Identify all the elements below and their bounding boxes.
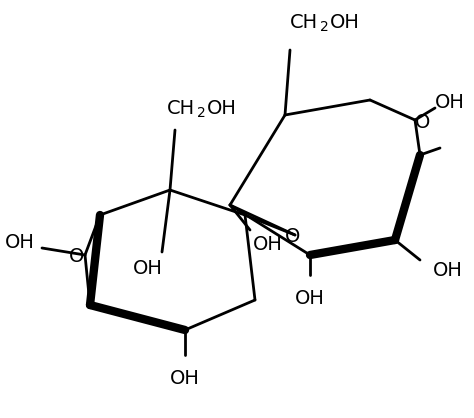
Text: OH: OH bbox=[170, 369, 200, 387]
Text: O: O bbox=[415, 112, 431, 132]
Text: OH: OH bbox=[433, 260, 463, 280]
Text: OH: OH bbox=[207, 99, 237, 117]
Text: 2: 2 bbox=[197, 106, 206, 120]
Text: O: O bbox=[285, 227, 301, 247]
Text: OH: OH bbox=[330, 13, 360, 31]
Text: OH: OH bbox=[133, 258, 163, 278]
Text: CH: CH bbox=[167, 99, 195, 117]
Text: OH: OH bbox=[435, 92, 465, 112]
Text: OH: OH bbox=[5, 232, 35, 252]
Text: OH: OH bbox=[253, 235, 283, 255]
Text: OH: OH bbox=[295, 288, 325, 308]
Text: 2: 2 bbox=[320, 20, 329, 34]
Text: CH: CH bbox=[290, 13, 318, 31]
Text: O: O bbox=[69, 247, 85, 267]
